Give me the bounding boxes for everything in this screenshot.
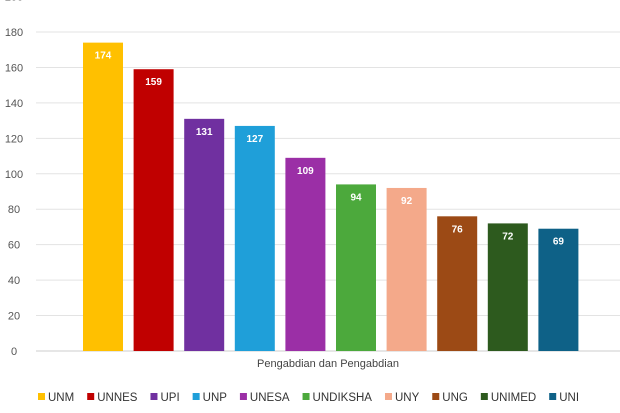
bar-unnes: [133, 69, 174, 351]
legend-swatch-unm: [38, 393, 45, 400]
y-tick-label: 60: [8, 240, 20, 252]
data-label-ung: 76: [452, 224, 464, 235]
x-axis-title: Pengabdian dan Pengabdian: [257, 358, 399, 370]
y-tick-label: 120: [5, 133, 23, 145]
legend-label-undiksha: UNDIKSHA: [313, 392, 373, 404]
bar-uni: [538, 228, 579, 351]
y-tick-label: 20: [8, 311, 20, 323]
y-tick-label: 0: [11, 346, 17, 358]
legend-label-uny: UNY: [395, 392, 420, 404]
y-tick-label: 100: [5, 169, 23, 181]
y-tick-label: 160: [5, 62, 23, 74]
bar-ung: [437, 216, 478, 351]
bar-unp: [234, 125, 275, 351]
bar-uny: [386, 187, 427, 351]
y-tick-label: 80: [8, 204, 20, 216]
data-label-unesa: 109: [297, 166, 314, 177]
legend-label-unimed: UNIMED: [491, 392, 536, 404]
bar-unm: [83, 42, 123, 352]
data-label-unnes: 159: [145, 77, 162, 88]
data-label-unimed: 72: [502, 231, 514, 242]
data-label-uny: 92: [401, 196, 413, 207]
data-label-unp: 127: [246, 134, 263, 145]
data-label-uni: 69: [553, 237, 565, 248]
legend-swatch-unimed: [480, 393, 488, 400]
legend-label-unp: UNP: [203, 392, 228, 404]
legend-label-unm: UNM: [48, 392, 74, 404]
legend-swatch-unesa: [239, 393, 247, 400]
legend-swatch-uny: [384, 393, 392, 400]
y-tick-label: 200: [5, 0, 23, 4]
bar-undiksha: [336, 184, 376, 351]
legend-swatch-upi: [150, 393, 158, 400]
legend-label-uni: UNI: [559, 392, 579, 404]
y-tick-label: 40: [8, 275, 20, 287]
legend-swatch-unnes: [87, 393, 95, 400]
data-label-unm: 174: [95, 51, 112, 62]
legend-label-upi: UPI: [160, 392, 179, 404]
legend-label-unesa: UNESA: [250, 392, 290, 404]
legend-swatch-uni: [549, 393, 557, 400]
bar-unesa: [285, 157, 326, 351]
legend-label-ung: UNG: [442, 392, 468, 404]
legend-label-unnes: UNNES: [97, 392, 138, 404]
legend-swatch-unp: [192, 393, 200, 400]
y-tick-label: 140: [5, 98, 23, 110]
data-label-upi: 131: [196, 127, 213, 138]
bar-unimed: [487, 223, 528, 351]
data-label-undiksha: 94: [350, 192, 362, 203]
legend-swatch-ung: [432, 393, 440, 400]
y-tick-label: 180: [5, 27, 23, 39]
legend-swatch-undiksha: [302, 393, 310, 400]
bar-upi: [184, 118, 225, 351]
